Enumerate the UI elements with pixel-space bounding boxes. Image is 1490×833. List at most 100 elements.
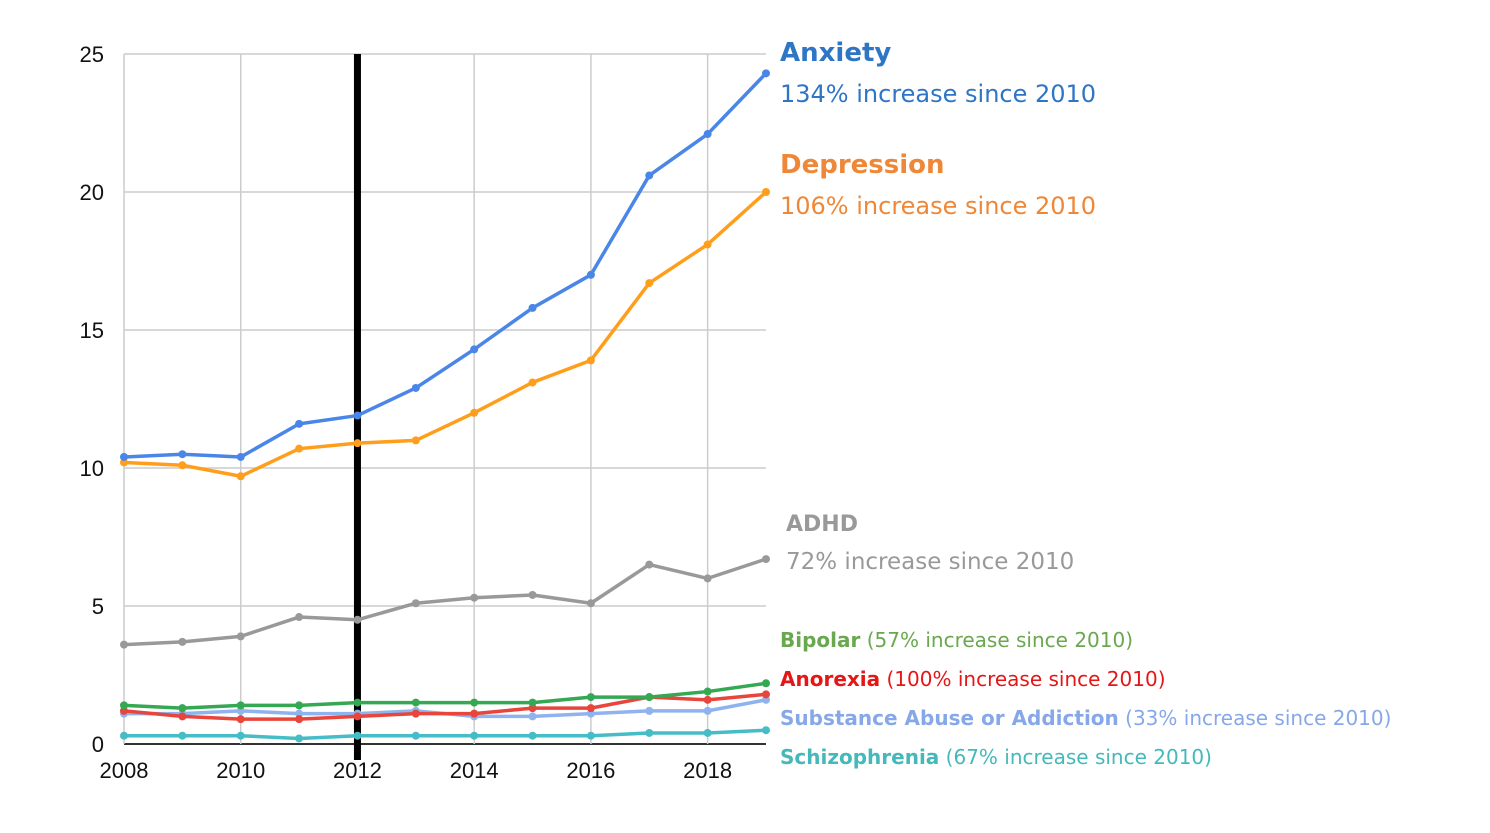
data-point-bipolar-2013 [411,698,420,707]
data-point-anxiety-2017 [645,171,654,180]
data-point-adhd-2009 [178,637,187,646]
data-point-substance-abuse-or-addiction-2017 [645,706,654,715]
data-point-bipolar-2011 [295,701,304,710]
anxiety-annotation: Anxiety 134% increase since 2010 [780,38,1096,108]
data-point-bipolar-2010 [236,701,245,710]
substance-annotation: Substance Abuse or Addiction (33% increa… [780,706,1391,730]
tick-labels: 0 5 10 15 20 25 2008 2010 2012 2014 2016 2018 [80,42,733,783]
data-point-depression-2008 [120,458,128,467]
data-point-depression-2011 [295,444,304,453]
data-point-anxiety-2008 [120,452,128,461]
anxiety-increase: 134% increase since 2010 [780,80,1097,108]
data-point-substance-abuse-or-addiction-2019 [762,695,770,704]
bipolar-annotation: Bipolar (57% increase since 2010) [780,628,1133,652]
data-point-adhd-2012 [353,615,362,624]
data-point-anxiety-2013 [411,383,420,392]
data-point-schizophrenia-2014 [470,731,479,740]
x-tick-label-2016: 2016 [566,758,615,783]
series-lines [120,69,770,743]
series-line-adhd [123,557,767,647]
data-point-schizophrenia-2015 [528,731,537,740]
anorexia-label: Anorexia [780,667,881,691]
schizophrenia-label: Schizophrenia [780,745,940,769]
data-point-schizophrenia-2011 [295,734,304,743]
data-point-adhd-2015 [528,590,537,599]
data-point-substance-abuse-or-addiction-2016 [586,709,595,718]
series-line-depression [123,190,768,479]
data-point-depression-2010 [236,472,245,481]
data-point-bipolar-2012 [353,698,362,707]
data-point-depression-2015 [528,378,537,387]
data-point-bipolar-2014 [470,698,479,707]
data-point-schizophrenia-2018 [703,728,712,737]
data-point-schizophrenia-2008 [120,731,128,740]
data-point-anorexia-2011 [295,715,304,724]
data-point-anxiety-2016 [586,270,595,279]
depression-increase: 106% increase since 2010 [780,192,1097,220]
data-point-substance-abuse-or-addiction-2011 [295,709,304,718]
adhd-increase: 72% increase since 2010 [786,549,1075,575]
bipolar-increase: (57% increase since 2010) [866,628,1134,652]
data-point-adhd-2010 [236,632,245,641]
data-point-substance-abuse-or-addiction-2018 [703,706,712,715]
y-tick-label-25: 25 [80,42,104,67]
x-tick-label-2012: 2012 [333,758,382,783]
data-point-depression-2012 [353,439,362,448]
data-point-depression-2019 [762,188,770,196]
x-tick-label-2010: 2010 [216,758,265,783]
data-point-schizophrenia-2010 [236,731,245,740]
data-point-anorexia-2013 [411,709,420,718]
data-point-anxiety-2014 [470,345,479,354]
data-point-bipolar-2015 [528,698,537,707]
substance-label: Substance Abuse or Addiction [780,706,1119,730]
data-point-adhd-2011 [295,613,304,622]
data-point-bipolar-2018 [703,687,712,696]
data-point-schizophrenia-2016 [586,731,595,740]
gridlines [123,53,766,745]
data-point-anorexia-2015 [528,704,537,713]
series-line-anxiety [123,72,768,459]
depression-annotation: Depression 106% increase since 2010 [780,150,1096,220]
y-tick-label-20: 20 [80,180,104,205]
data-point-bipolar-2016 [586,693,595,702]
data-point-adhd-2016 [586,599,595,608]
data-point-schizophrenia-2012 [353,731,362,740]
schizophrenia-annotation: Schizophrenia (67% increase since 2010) [780,745,1212,769]
data-point-anorexia-2010 [236,715,245,724]
schizophrenia-increase: (67% increase since 2010) [945,745,1212,769]
data-point-anorexia-2019 [762,690,770,699]
data-point-bipolar-2008 [120,701,128,710]
data-point-anxiety-2018 [703,130,712,139]
data-point-adhd-2013 [411,599,420,608]
data-point-schizophrenia-2019 [762,726,770,735]
y-tick-label-10: 10 [80,456,104,481]
data-point-substance-abuse-or-addiction-2010 [236,706,245,715]
data-point-anxiety-2019 [762,69,770,78]
y-tick-label-0: 0 [92,732,104,757]
anorexia-annotation: Anorexia (100% increase since 2010) [780,667,1166,691]
data-point-anxiety-2009 [178,450,187,459]
data-point-adhd-2018 [703,574,712,583]
data-point-bipolar-2017 [645,693,654,702]
data-point-schizophrenia-2013 [411,731,420,740]
data-point-substance-abuse-or-addiction-2015 [528,712,537,721]
substance-increase: (33% increase since 2010) [1125,706,1392,730]
adhd-annotation: ADHD 72% increase since 2010 [786,512,1074,575]
data-point-anxiety-2010 [236,452,245,461]
data-point-schizophrenia-2009 [178,731,187,740]
x-tick-label-2008: 2008 [100,758,149,783]
data-point-depression-2017 [645,279,654,288]
series-line-schizophrenia [124,728,767,741]
data-point-adhd-2017 [645,560,654,569]
data-point-bipolar-2019 [762,679,770,688]
data-point-anxiety-2011 [295,419,304,428]
data-point-schizophrenia-2017 [645,728,654,737]
anxiety-label: Anxiety [780,38,892,68]
depression-label: Depression [780,150,945,180]
series-line-bipolar [123,681,767,710]
data-point-anorexia-2012 [353,712,362,721]
data-point-depression-2018 [703,240,712,249]
data-point-anorexia-2018 [703,695,712,704]
data-point-adhd-2019 [762,555,770,564]
